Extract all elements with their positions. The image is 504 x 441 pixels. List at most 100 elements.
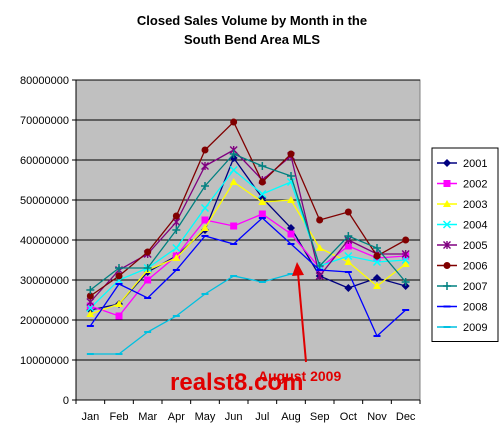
data-point-2006 [316, 216, 324, 224]
annotation: August 2009 [258, 262, 341, 384]
legend-item-2001: 2001 [437, 158, 487, 170]
data-point-2003 [229, 178, 238, 185]
x-tick-label: Apr [168, 411, 185, 423]
legend-label: 2003 [463, 199, 487, 211]
x-tick-label: Jan [81, 411, 99, 423]
data-point-2003 [401, 260, 410, 267]
series-line-2009 [90, 273, 292, 355]
x-tick-label: Oct [340, 411, 357, 423]
data-point-2004 [258, 189, 267, 199]
series-2008 [86, 217, 410, 338]
data-point-2003 [172, 254, 181, 261]
data-point-2006 [86, 292, 94, 300]
data-point-2004 [401, 255, 410, 265]
data-point-2002 [287, 230, 295, 238]
x-tick-label: Jun [225, 411, 243, 423]
series-line-2002 [90, 213, 406, 317]
data-point-2007 [258, 162, 267, 170]
data-point-2007 [373, 244, 381, 252]
legend-item-2005: 2005 [437, 240, 487, 252]
data-point-2007 [86, 286, 95, 294]
data-point-2007 [315, 262, 324, 270]
legend-label: 2007 [463, 281, 487, 293]
data-point-2006 [201, 146, 209, 154]
data-point-2006 [402, 236, 410, 244]
x-tick-label: Aug [281, 411, 301, 423]
series-line-2007 [89, 153, 407, 291]
legend-label: 2004 [463, 220, 487, 232]
data-point-2004 [372, 257, 382, 267]
annotation-arrowhead [292, 262, 304, 276]
series-2006 [86, 118, 410, 300]
data-point-2006 [144, 248, 152, 256]
data-point-2006 [258, 178, 266, 186]
data-point-2006 [172, 212, 180, 220]
legend-label: 2001 [463, 158, 487, 170]
y-tick-label: 50000000 [20, 195, 69, 207]
data-point-2006 [287, 150, 295, 158]
legend-item-2008: 2008 [437, 302, 487, 314]
legend-label: 2009 [463, 322, 487, 334]
series-line-2006 [89, 120, 406, 297]
data-point-2003 [115, 300, 123, 307]
data-point-2007 [143, 264, 152, 272]
data-point-2006 [344, 208, 352, 216]
chart-title-line2: South Bend Area MLS [184, 32, 320, 47]
legend-label: 2002 [463, 179, 487, 191]
legend-item-2007: 2007 [437, 281, 487, 293]
series-2004 [86, 165, 410, 313]
data-point-2002 [344, 242, 352, 250]
legend-item-2003: 2003 [437, 199, 487, 211]
series-line-2001 [90, 156, 406, 311]
data-point-2003 [258, 198, 267, 205]
data-point-2003 [344, 258, 353, 265]
data-point-2006 [230, 118, 238, 126]
y-axis: 0 10000000 20000000 30000000 40000000 5000000… [20, 75, 77, 407]
data-point-2004 [200, 203, 210, 213]
y-tick-label: 80000000 [20, 75, 69, 87]
legend-marker [443, 262, 451, 269]
legend-marker [443, 180, 451, 187]
data-point-2001 [373, 274, 381, 282]
legend-marker [443, 241, 451, 249]
data-point-2006 [373, 252, 381, 260]
data-point-2007 [172, 226, 181, 234]
legend-item-2006: 2006 [437, 261, 487, 273]
data-point-2003 [287, 196, 295, 203]
data-point-2004 [344, 251, 353, 261]
data-point-2005 [201, 162, 209, 170]
data-point-2001 [287, 224, 295, 232]
data-point-2003 [315, 244, 324, 251]
x-axis: Jan Feb Mar Apr May Jun Jul Aug Sep Oct Nov Dec [75, 399, 421, 423]
watermark-text: realst8.com [170, 369, 303, 396]
data-point-2005 [315, 272, 324, 280]
data-point-2003 [373, 282, 381, 289]
x-tick-label: Sep [310, 411, 330, 423]
x-tick-label: Dec [396, 411, 416, 423]
data-point-2007 [287, 172, 295, 180]
data-point-2007 [201, 182, 209, 190]
data-point-2007 [401, 278, 410, 286]
x-tick-label: Jul [255, 411, 269, 423]
x-tick-label: Mar [138, 411, 157, 423]
annotation-label: August 2009 [258, 368, 341, 384]
data-point-2001 [344, 284, 353, 292]
y-tick-label: 20000000 [20, 315, 69, 327]
y-tick-label: 10000000 [20, 355, 69, 367]
series-2007 [86, 150, 410, 294]
data-point-2007 [115, 264, 123, 272]
data-point-2002 [258, 210, 266, 218]
series-lines [86, 118, 410, 355]
data-point-2007 [344, 232, 353, 240]
data-point-2004 [172, 243, 181, 253]
data-point-2002 [201, 216, 209, 224]
legend: 2001 2002 2003 2004 2005 2006 2007 2008 2009 [431, 147, 499, 342]
series-line-2008 [89, 217, 407, 338]
y-tick-label: 60000000 [20, 155, 69, 167]
y-tick-label: 70000000 [20, 115, 69, 127]
chart-title-line1: Closed Sales Volume by Month in the [137, 13, 367, 28]
data-point-2004 [229, 165, 238, 175]
legend-label: 2006 [463, 261, 487, 273]
data-point-2003 [86, 310, 95, 317]
